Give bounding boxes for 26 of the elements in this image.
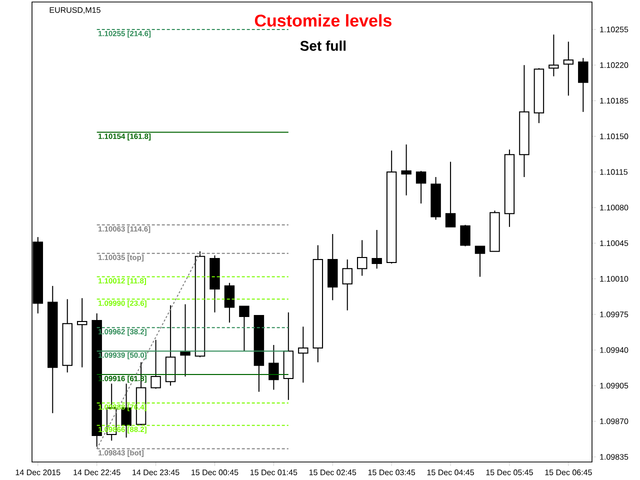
y-tick-label: 1.10255 bbox=[600, 26, 628, 32]
x-tick-label: 15 Dec 05:45 bbox=[486, 470, 533, 476]
x-tick-label: 15 Dec 01:45 bbox=[250, 470, 298, 476]
text: Customize levels bbox=[254, 14, 392, 27]
y-tick-label: 1.10115 bbox=[600, 169, 628, 175]
x-tick-label: 15 Dec 00:45 bbox=[192, 470, 238, 476]
y-tick-label: 1.10150 bbox=[600, 134, 628, 140]
text: Set full bbox=[300, 40, 346, 51]
y-tick-label: 1.09870 bbox=[600, 418, 628, 424]
y-tick-label: 1.09975 bbox=[600, 312, 628, 318]
annotation: EURUSD,M15 bbox=[50, 7, 100, 14]
y-tick-label: 1.10045 bbox=[600, 240, 628, 246]
x-tick-label: 14 Dec 2015 bbox=[16, 470, 60, 476]
y-tick-label: 1.10010 bbox=[600, 276, 628, 282]
x-tick-label: 14 Dec 22:45 bbox=[74, 470, 120, 476]
y-tick-label: 1.10185 bbox=[600, 98, 628, 104]
y-tick-label: 1.09835 bbox=[600, 454, 628, 460]
x-tick-label: 15 Dec 06:45 bbox=[545, 470, 592, 476]
y-tick-label: 1.09940 bbox=[600, 347, 628, 353]
y-tick-label: 1.10080 bbox=[600, 204, 628, 210]
x-tick-label: 14 Dec 23:45 bbox=[132, 470, 180, 476]
x-tick-label: 15 Dec 04:45 bbox=[427, 470, 474, 476]
x-tick-label: 15 Dec 03:45 bbox=[368, 470, 416, 476]
y-tick-label: 1.09905 bbox=[600, 382, 628, 389]
x-tick-label: 15 Dec 02:45 bbox=[309, 470, 356, 476]
y-tick-label: 1.10220 bbox=[600, 62, 628, 68]
